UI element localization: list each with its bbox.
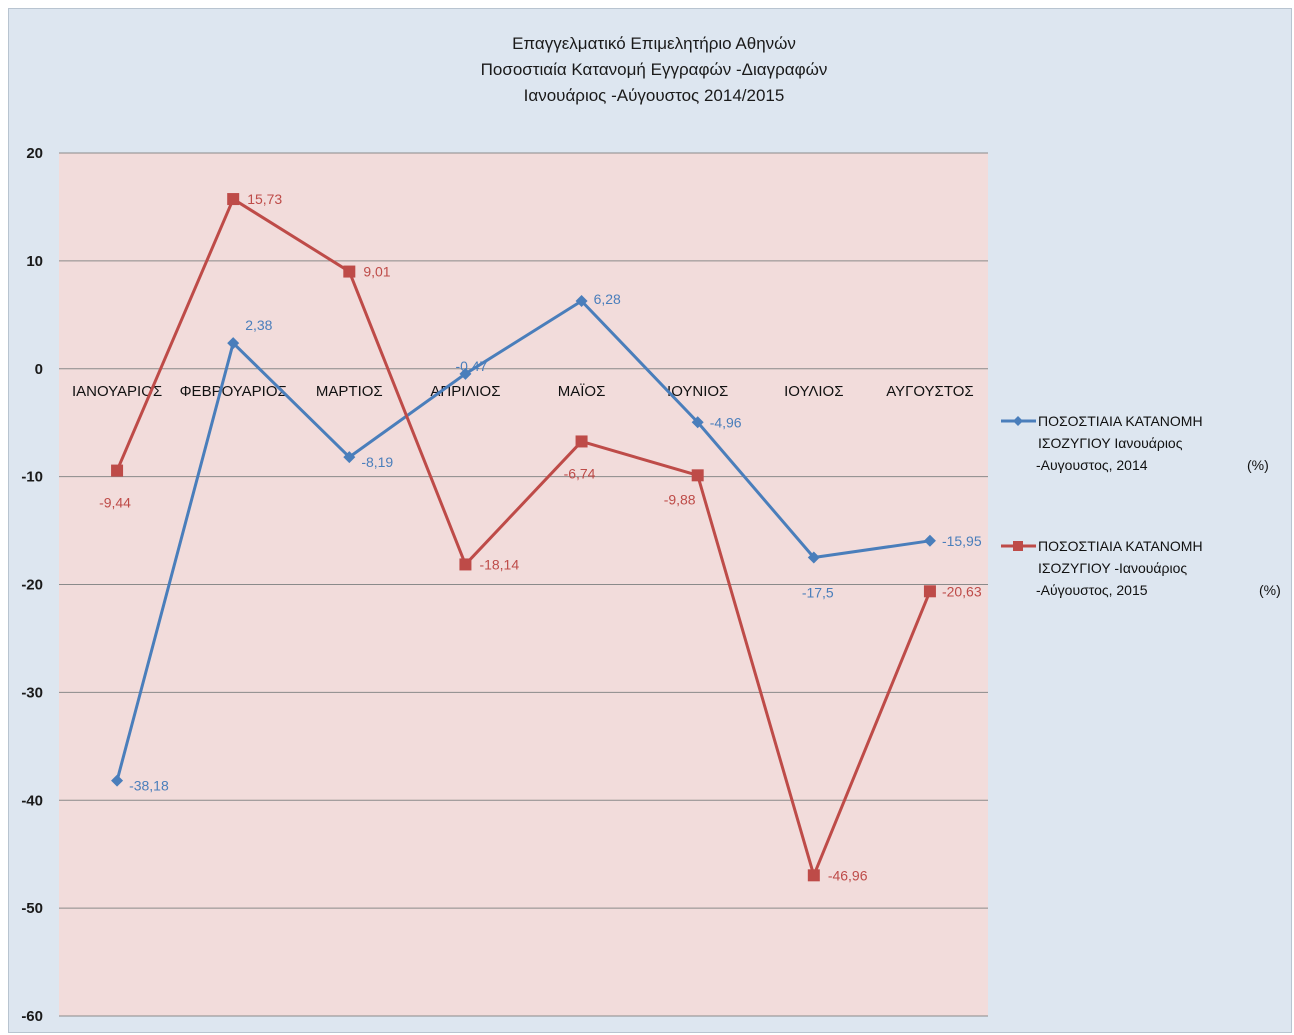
chart-title-line: Ιανουάριος -Αύγουστος 2014/2015 [524, 86, 785, 105]
data-point-marker [807, 869, 820, 882]
chart-title-line: Ποσοστιαία Κατανομή Εγγραφών -Διαγραφών [481, 60, 828, 79]
data-point-marker [575, 295, 588, 308]
y-tick-label: -40 [21, 792, 43, 809]
data-label: -4,96 [710, 414, 742, 430]
legend-entry-text: ΙΣΟΖΥΓΙΟΥ -Ιανουάριος [1038, 560, 1187, 576]
legend-entry-text: ΠΟΣΟΣΤΙΑΙΑ ΚΑΤΑΝΟΜΗ [1038, 413, 1203, 429]
legend-entry-unit: (%) [1259, 582, 1281, 598]
y-tick-label: 20 [26, 145, 43, 162]
data-label: 15,73 [247, 191, 282, 207]
legend-swatch-marker [1013, 541, 1023, 551]
data-label: 6,28 [594, 291, 621, 307]
chart-area: 20 10 0 -10 -20 -30 -40 -50 -60 ΙΑΝΟΥΑΡΙΟΣ ΦΕΒΡΟΥΑ… [8, 8, 1292, 1033]
data-point-marker [575, 435, 588, 448]
data-point-marker [111, 464, 124, 477]
y-tick-label: -50 [21, 900, 43, 917]
data-label: -46,96 [828, 867, 868, 883]
legend-entry-unit: (%) [1247, 457, 1269, 473]
y-tick-label: -10 [21, 469, 43, 486]
series-line [115, 197, 932, 877]
x-category-label: ΙΑΝΟΥΑΡΙΟΣ [72, 383, 162, 400]
legend-entry-text: -Αυγουστος, 2014 [1036, 457, 1148, 473]
data-label: 2,38 [245, 317, 272, 333]
data-point-marker [923, 585, 936, 598]
data-point-marker [923, 534, 936, 547]
x-category-label: ΦΕΒΡΟΥΑΡΙΟΣ [180, 383, 287, 400]
line-chart: 20 10 0 -10 -20 -30 -40 -50 -60 ΙΑΝΟΥΑΡΙΟΣ ΦΕΒΡΟΥΑ… [21, 34, 1281, 1025]
x-category-label: ΑΥΓΟΥΣΤΟΣ [886, 383, 973, 400]
x-category-label: ΜΑΡΤΙΟΣ [316, 383, 383, 400]
legend-entry-text: ΠΟΣΟΣΤΙΑΙΑ ΚΑΤΑΝΟΜΗ [1038, 538, 1203, 554]
data-point-marker [227, 337, 240, 350]
data-point-marker [459, 558, 472, 571]
y-tick-label: 0 [35, 361, 43, 378]
data-label: -38,18 [129, 778, 169, 794]
data-label: -0,47 [455, 358, 487, 374]
x-category-label: ΙΟΥΝΙΟΣ [667, 383, 728, 400]
y-tick-label: -20 [21, 577, 43, 594]
x-category-label: ΜΑΪΟΣ [558, 383, 606, 400]
data-label: -9,44 [99, 495, 131, 511]
legend-entry-text: -Αύγουστος, 2015 [1036, 582, 1148, 598]
data-point-marker [343, 265, 356, 278]
legend-swatch-marker [1013, 416, 1023, 426]
data-label: -8,19 [361, 454, 393, 470]
data-label: -6,74 [564, 465, 596, 481]
data-point-marker [807, 551, 820, 564]
y-tick-label: -30 [21, 684, 43, 701]
y-tick-label: 10 [26, 253, 43, 270]
chart-title-line: Επαγγελματικό Επιμελητήριο Αθηνών [512, 34, 796, 53]
x-category-label: ΙΟΥΛΙΟΣ [784, 383, 843, 400]
series-line [115, 299, 931, 782]
data-point-marker [459, 367, 472, 380]
y-tick-label: -60 [21, 1008, 43, 1025]
data-point-marker [691, 469, 704, 482]
data-label: 9,01 [363, 264, 390, 280]
data-label: -18,14 [479, 556, 519, 572]
data-point-marker [227, 193, 240, 206]
data-point-marker [343, 451, 356, 464]
data-label: -15,95 [942, 533, 982, 549]
data-label: -9,88 [664, 491, 696, 507]
legend-entry-text: ΙΣΟΖΥΓΙΟΥ Ιανουάριος [1038, 435, 1183, 451]
data-point-marker [691, 416, 704, 429]
data-label: -17,5 [802, 585, 834, 601]
data-label: -20,63 [942, 583, 982, 599]
data-point-marker [111, 774, 124, 787]
